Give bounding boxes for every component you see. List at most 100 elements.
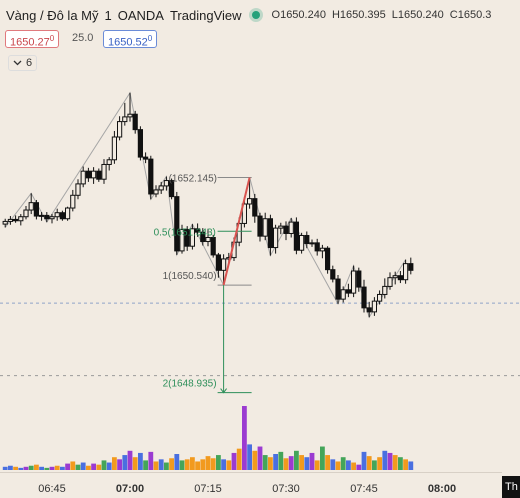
- candle[interactable]: [377, 290, 383, 305]
- candle[interactable]: [158, 181, 164, 194]
- candle[interactable]: [195, 223, 201, 237]
- candle[interactable]: [163, 176, 170, 191]
- candle[interactable]: [23, 206, 29, 220]
- candle[interactable]: [91, 167, 97, 184]
- candle[interactable]: [387, 272, 393, 290]
- candle[interactable]: [85, 167, 92, 182]
- candle[interactable]: [179, 224, 185, 254]
- interval-label[interactable]: 1: [104, 7, 112, 23]
- candle[interactable]: [356, 267, 362, 292]
- candle-body: [356, 270, 362, 288]
- candle[interactable]: [319, 244, 325, 259]
- candle[interactable]: [96, 168, 102, 182]
- candle[interactable]: [309, 239, 315, 247]
- candle[interactable]: [148, 155, 154, 200]
- candle[interactable]: [75, 179, 81, 200]
- candle[interactable]: [252, 193, 258, 223]
- candle[interactable]: [403, 259, 409, 284]
- volume-bar: [195, 461, 200, 470]
- candle[interactable]: [371, 297, 377, 316]
- candle[interactable]: [304, 231, 310, 249]
- candle[interactable]: [351, 265, 357, 298]
- candle[interactable]: [33, 199, 39, 220]
- candle[interactable]: [59, 210, 65, 221]
- candle[interactable]: [299, 232, 305, 254]
- candle[interactable]: [257, 212, 263, 242]
- volume-bar: [112, 457, 117, 470]
- candle[interactable]: [111, 130, 118, 164]
- candle[interactable]: [122, 102, 128, 126]
- candle[interactable]: [49, 214, 55, 224]
- candle[interactable]: [283, 221, 289, 241]
- candle[interactable]: [366, 301, 372, 318]
- candle[interactable]: [137, 126, 144, 161]
- candle[interactable]: [247, 177, 253, 209]
- candle[interactable]: [18, 214, 24, 226]
- candle[interactable]: [273, 224, 279, 254]
- symbol-name[interactable]: Vàng / Đô la Mỹ: [6, 7, 99, 23]
- candle[interactable]: [325, 246, 331, 274]
- candle[interactable]: [80, 166, 86, 188]
- candle[interactable]: [335, 275, 341, 304]
- candle[interactable]: [169, 178, 175, 200]
- volume-bar: [179, 460, 185, 470]
- candle[interactable]: [382, 278, 388, 299]
- candle[interactable]: [330, 265, 336, 283]
- candle[interactable]: [101, 159, 107, 184]
- candle[interactable]: [44, 212, 50, 223]
- candle[interactable]: [392, 271, 398, 285]
- candle[interactable]: [210, 234, 216, 258]
- candle-body: [299, 234, 305, 251]
- candle[interactable]: [2, 218, 8, 228]
- candle[interactable]: [106, 157, 112, 171]
- candle[interactable]: [39, 212, 45, 221]
- candle[interactable]: [13, 215, 19, 223]
- volume-bar: [190, 457, 195, 470]
- candle[interactable]: [143, 152, 149, 164]
- volume-bar: [283, 458, 289, 470]
- indicators-toggle[interactable]: 6: [8, 55, 38, 71]
- candle[interactable]: [174, 191, 180, 255]
- candle[interactable]: [361, 279, 367, 313]
- candle-body: [137, 129, 144, 158]
- candle[interactable]: [70, 189, 76, 212]
- candle[interactable]: [314, 238, 320, 256]
- volume-bar: [23, 466, 29, 470]
- candle[interactable]: [278, 222, 284, 235]
- fib-label-1: 1(1650.540): [163, 271, 217, 282]
- candle[interactable]: [288, 218, 294, 238]
- candle[interactable]: [184, 226, 190, 251]
- candle[interactable]: [28, 193, 34, 215]
- candle[interactable]: [54, 208, 60, 221]
- candlestick-series[interactable]: [2, 92, 414, 318]
- candle[interactable]: [408, 257, 414, 275]
- candle[interactable]: [221, 254, 227, 286]
- candle-body: [205, 237, 211, 243]
- candle[interactable]: [132, 110, 138, 134]
- candle-body: [288, 221, 294, 234]
- candle[interactable]: [127, 92, 133, 122]
- candle[interactable]: [293, 217, 299, 255]
- volume-bar: [122, 455, 128, 470]
- fibonacci-tool[interactable]: (1652.145) 0.5(1651.343) 1(1650.540) 2(1648…: [154, 174, 252, 394]
- candle[interactable]: [205, 228, 211, 247]
- sell-button[interactable]: 1650.270: [5, 30, 60, 49]
- candle-body: [351, 270, 357, 294]
- candle[interactable]: [117, 116, 123, 141]
- candle[interactable]: [262, 212, 268, 241]
- candle[interactable]: [200, 228, 206, 246]
- candle[interactable]: [267, 214, 273, 256]
- candle[interactable]: [153, 185, 159, 198]
- volume-bar: [216, 455, 221, 470]
- candle[interactable]: [345, 283, 351, 298]
- candle-body: [13, 218, 19, 222]
- buy-button[interactable]: 1650.520: [103, 30, 158, 49]
- candle[interactable]: [7, 216, 13, 225]
- candle[interactable]: [340, 286, 346, 303]
- candle[interactable]: [65, 206, 71, 221]
- candle[interactable]: [189, 224, 196, 250]
- candle[interactable]: [397, 271, 403, 284]
- candle[interactable]: [215, 252, 222, 278]
